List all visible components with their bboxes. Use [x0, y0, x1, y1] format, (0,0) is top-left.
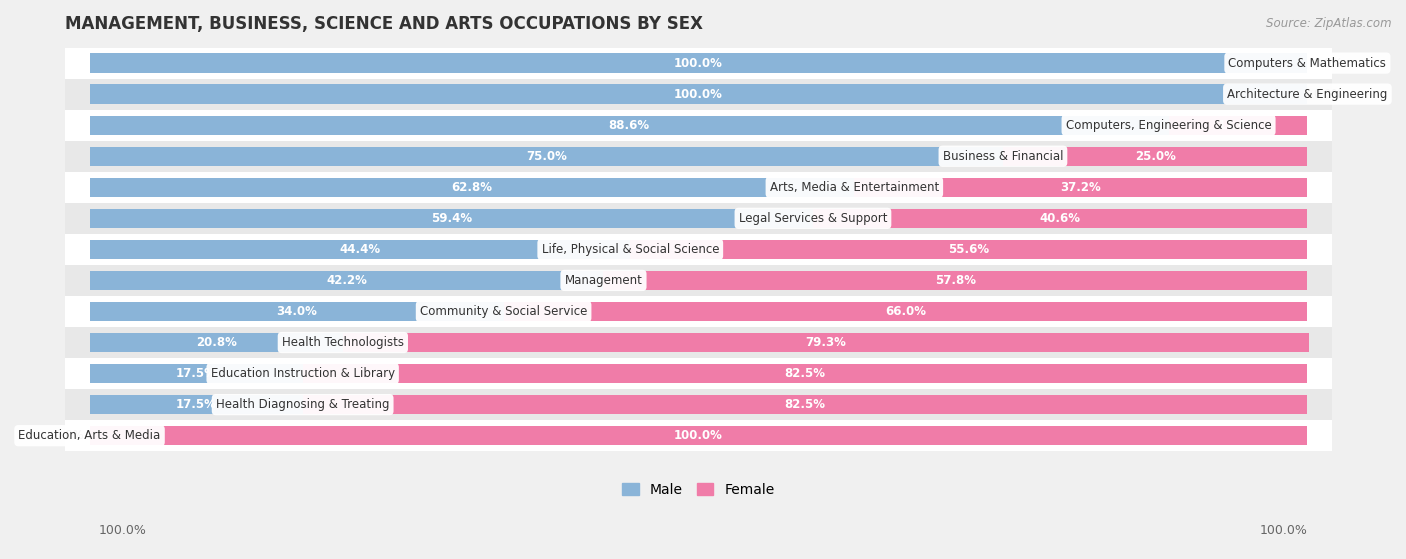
Text: Education Instruction & Library: Education Instruction & Library	[211, 367, 395, 380]
Bar	[603, 271, 1308, 290]
Text: 42.2%: 42.2%	[326, 274, 367, 287]
Text: 100.0%: 100.0%	[673, 429, 723, 442]
Text: 100.0%: 100.0%	[98, 524, 146, 537]
Text: 37.2%: 37.2%	[1060, 181, 1101, 194]
Bar	[90, 333, 343, 352]
Bar	[65, 172, 1331, 203]
Bar	[302, 364, 1308, 383]
Bar	[65, 141, 1331, 172]
Bar	[503, 302, 1308, 321]
Bar	[65, 327, 1331, 358]
Text: Life, Physical & Social Science: Life, Physical & Social Science	[541, 243, 718, 256]
Bar	[343, 333, 1309, 352]
Bar	[90, 395, 302, 414]
Text: 59.4%: 59.4%	[430, 212, 472, 225]
Text: Business & Financial: Business & Financial	[942, 150, 1063, 163]
Text: 57.8%: 57.8%	[935, 274, 976, 287]
Bar	[65, 296, 1331, 327]
Text: 17.5%: 17.5%	[176, 398, 217, 411]
Text: 62.8%: 62.8%	[451, 181, 492, 194]
Text: Education, Arts & Media: Education, Arts & Media	[18, 429, 160, 442]
Bar	[65, 79, 1331, 110]
Bar	[90, 84, 1308, 104]
Text: 25.0%: 25.0%	[1135, 150, 1175, 163]
Bar	[90, 271, 603, 290]
Bar	[855, 178, 1308, 197]
Text: 100.0%: 100.0%	[673, 88, 723, 101]
Text: Community & Social Service: Community & Social Service	[420, 305, 588, 318]
Bar	[90, 178, 855, 197]
Bar	[65, 265, 1331, 296]
Text: 75.0%: 75.0%	[526, 150, 567, 163]
Bar	[65, 48, 1331, 79]
Text: 0.0%: 0.0%	[1313, 88, 1343, 101]
Bar	[1002, 146, 1308, 166]
Text: 55.6%: 55.6%	[948, 243, 990, 256]
Text: Health Technologists: Health Technologists	[281, 336, 404, 349]
Text: Computers, Engineering & Science: Computers, Engineering & Science	[1066, 119, 1271, 132]
Bar	[90, 116, 1168, 135]
Text: 20.8%: 20.8%	[195, 336, 236, 349]
Text: Source: ZipAtlas.com: Source: ZipAtlas.com	[1267, 17, 1392, 30]
Bar	[90, 426, 1308, 446]
Bar	[65, 389, 1331, 420]
Bar	[90, 54, 1308, 73]
Bar	[1168, 116, 1308, 135]
Bar	[65, 110, 1331, 141]
Text: 82.5%: 82.5%	[785, 398, 825, 411]
Bar	[813, 209, 1308, 228]
Bar	[90, 240, 630, 259]
Bar	[65, 203, 1331, 234]
Bar	[65, 420, 1331, 451]
Text: 34.0%: 34.0%	[276, 305, 316, 318]
Text: 82.5%: 82.5%	[785, 367, 825, 380]
Bar	[90, 364, 302, 383]
Text: 100.0%: 100.0%	[673, 56, 723, 69]
Text: Arts, Media & Entertainment: Arts, Media & Entertainment	[769, 181, 939, 194]
Text: 40.6%: 40.6%	[1039, 212, 1081, 225]
Text: Management: Management	[565, 274, 643, 287]
Bar	[65, 234, 1331, 265]
Text: Health Diagnosing & Treating: Health Diagnosing & Treating	[217, 398, 389, 411]
Text: MANAGEMENT, BUSINESS, SCIENCE AND ARTS OCCUPATIONS BY SEX: MANAGEMENT, BUSINESS, SCIENCE AND ARTS O…	[65, 15, 703, 33]
Bar	[302, 395, 1308, 414]
Text: Legal Services & Support: Legal Services & Support	[738, 212, 887, 225]
Text: 100.0%: 100.0%	[1260, 524, 1308, 537]
Text: Computers & Mathematics: Computers & Mathematics	[1229, 56, 1386, 69]
Bar	[65, 358, 1331, 389]
Text: Architecture & Engineering: Architecture & Engineering	[1227, 88, 1388, 101]
Text: 88.6%: 88.6%	[609, 119, 650, 132]
Text: 44.4%: 44.4%	[339, 243, 381, 256]
Bar	[90, 302, 503, 321]
Text: 79.3%: 79.3%	[806, 336, 846, 349]
Text: 0.0%: 0.0%	[1313, 56, 1343, 69]
Bar	[90, 209, 813, 228]
Text: 17.5%: 17.5%	[176, 367, 217, 380]
Bar	[90, 146, 1002, 166]
Legend: Male, Female: Male, Female	[617, 477, 780, 503]
Bar	[630, 240, 1308, 259]
Text: 11.4%: 11.4%	[1218, 119, 1258, 132]
Text: 66.0%: 66.0%	[884, 305, 927, 318]
Text: 0.0%: 0.0%	[53, 429, 83, 442]
